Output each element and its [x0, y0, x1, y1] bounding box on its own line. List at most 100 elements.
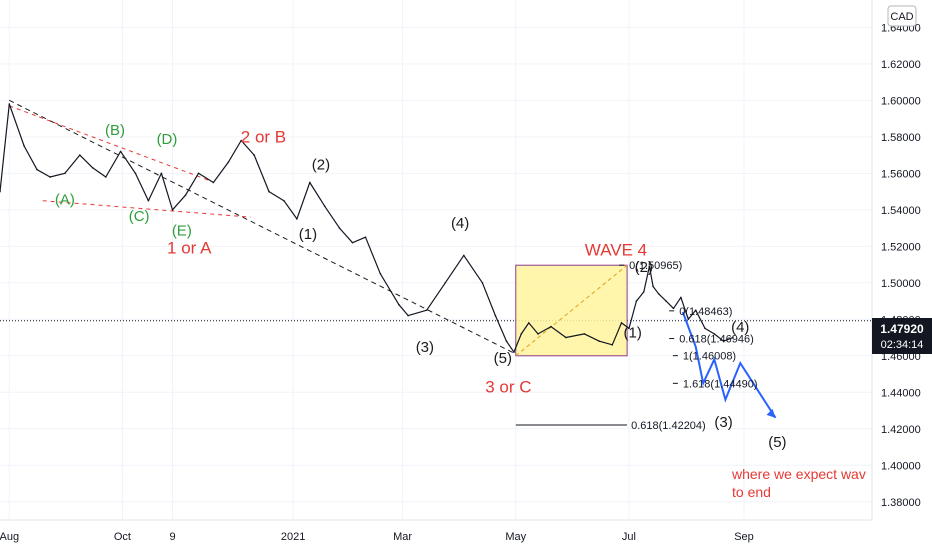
wave-label: (B) [105, 122, 125, 139]
wave-labels: (A) (B) (C) (D) (E)1 or A 2 or B (2) (1) (3) (4) (… [55, 122, 787, 451]
note: where we expect wav to end [731, 466, 866, 500]
price-series-line [0, 103, 734, 353]
price-point [444, 282, 447, 284]
price-tick-label: 1.40000 [881, 460, 921, 472]
price-point [338, 227, 341, 229]
price-point [527, 322, 530, 324]
price-point [134, 172, 137, 175]
price-point [296, 218, 298, 220]
price-point [227, 161, 230, 164]
fib-level-label: 0.618(1.46946) [679, 334, 754, 346]
price-point [732, 336, 734, 339]
projection-path [681, 311, 777, 419]
price-point [0, 190, 1, 193]
price-point [184, 194, 187, 197]
price-tick-label: 1.54000 [881, 205, 921, 217]
price-point [513, 351, 515, 353]
wave-label: (2) [635, 259, 653, 276]
price-point [704, 327, 706, 330]
wave-label: (5) [494, 350, 512, 367]
price-point [657, 292, 660, 295]
fib-level-label: 1.618(1.44490) [683, 378, 758, 390]
triangle-upper-line [9, 105, 210, 182]
price-point [197, 172, 200, 175]
price-point [505, 340, 508, 342]
price-tick-label: 1.58000 [881, 132, 921, 144]
wave-label: (E) [172, 222, 192, 239]
wave-label: 2 or B [241, 127, 286, 146]
grid [0, 0, 872, 520]
last-price-value: 1.47920 [880, 322, 924, 336]
wave-label: (D) [157, 131, 178, 148]
price-point [425, 309, 428, 311]
projected-wave-path [681, 311, 777, 419]
price-point [583, 333, 586, 335]
price-point [49, 176, 51, 178]
wave-label: (3) [714, 414, 732, 431]
price-point [520, 333, 523, 335]
price-tick-label: 1.44000 [881, 387, 921, 399]
price-point [36, 168, 38, 171]
time-axis: Aug Oct 9 2021 Mar May Jul Sep [0, 519, 872, 543]
price-point [537, 333, 539, 335]
price-point [323, 205, 326, 207]
currency-label: CAD [890, 11, 913, 23]
wave-label: 3 or C [485, 377, 531, 396]
fib-levels: 0(1.50965) 0(1.48463) 0.618(1.46946) 1(1.46… [515, 260, 758, 432]
price-point [268, 190, 270, 193]
price-point [598, 340, 601, 342]
time-tick-label: Aug [0, 531, 19, 543]
price-point [680, 296, 682, 299]
price-point [212, 181, 215, 184]
price-point [565, 336, 567, 339]
price-point [379, 272, 382, 275]
wave-label: (4) [731, 319, 749, 336]
fib-level-label: 0(1.50965) [629, 260, 682, 272]
trendlines [9, 99, 517, 355]
price-tick-label: 1.62000 [881, 59, 921, 71]
price-point [407, 314, 409, 317]
price-point [463, 254, 465, 257]
wave-label: (2) [312, 157, 330, 174]
time-tick-label: May [505, 531, 526, 543]
countdown-value: 02:34:14 [881, 339, 924, 351]
price-point [8, 103, 11, 105]
price-point [283, 199, 285, 202]
projection-arrowhead [766, 408, 776, 418]
price-point [550, 325, 552, 328]
price-point [240, 139, 242, 142]
currency-badge[interactable]: CAD [887, 5, 917, 27]
price-point [119, 150, 122, 153]
price-point [687, 318, 690, 321]
price-point [104, 176, 107, 178]
price-tick-label: 1.50000 [881, 278, 921, 290]
price-point [494, 314, 497, 317]
time-tick-label: 9 [169, 531, 175, 543]
price-point [652, 285, 654, 288]
price-point [64, 172, 66, 175]
wave-label: (1) [299, 226, 317, 243]
price-point [722, 340, 725, 342]
wave4-diagonal [515, 264, 628, 357]
price-point [713, 333, 716, 335]
note-line-1: where we expect wav [731, 466, 866, 482]
price-point [694, 309, 697, 311]
price-point [253, 154, 255, 156]
price-point [648, 265, 651, 268]
price-point [642, 291, 645, 293]
wave-label: (A) [55, 191, 75, 208]
price-point [23, 145, 25, 147]
price-point [309, 181, 311, 184]
wave-label: (5) [768, 434, 786, 451]
fib-level-label: 0.618(1.42204) [631, 420, 706, 432]
fib-level-label: 1(1.46008) [683, 351, 736, 363]
price-tick-label: 1.52000 [881, 241, 921, 253]
price-tick-label: 1.42000 [881, 424, 921, 436]
wave-label: (3) [416, 339, 434, 356]
price-point [91, 167, 94, 169]
price-point [628, 327, 630, 330]
note-line-2: to end [732, 484, 771, 500]
time-tick-label: Oct [114, 531, 131, 543]
price-axis-bg [872, 0, 932, 550]
